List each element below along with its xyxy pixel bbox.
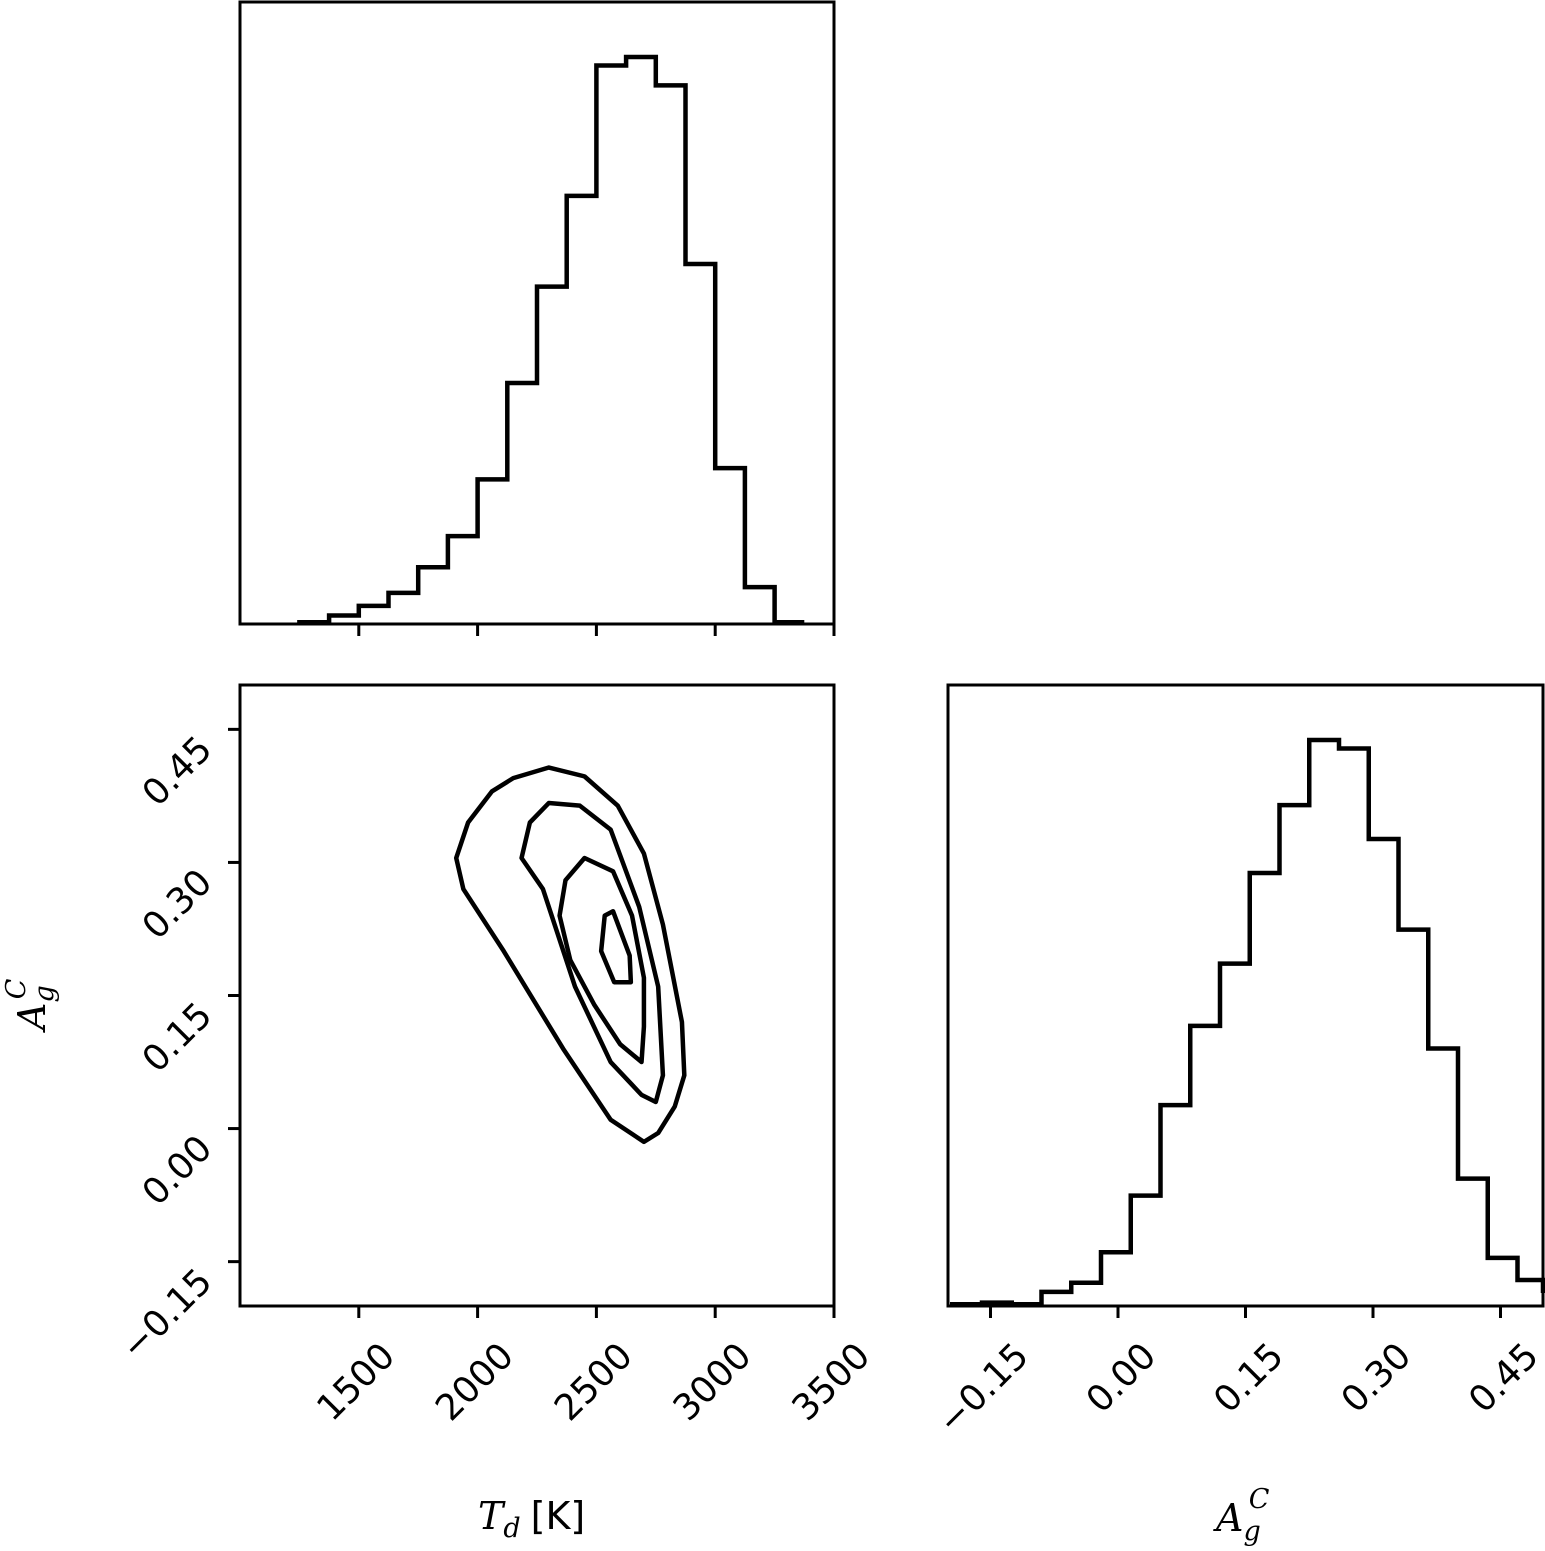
panel-joint-contour: 1500 2000 2500 3000 3500 −0.15 0.00 0.15 0.30 0.… [1,683,878,1544]
joint-x-ticks: 1500 2000 2500 3000 3500 [309,1306,878,1429]
panel-histogram-td [238,0,836,636]
hist-agc-x-tick-label: 0.30 [1334,1335,1420,1421]
hist-td-steps [297,54,805,625]
joint-x-tick-label: 2500 [547,1335,641,1429]
joint-x-tick-label: 3000 [666,1335,760,1429]
contour-level-1 [598,908,634,985]
hist-agc-x-tick-label: 0.45 [1461,1335,1545,1421]
joint-y-ticks: −0.15 0.00 0.15 0.30 0.45 [113,727,240,1368]
joint-y-tick-label: 0.15 [135,995,221,1081]
joint-frame [238,683,836,1308]
contour-level-4 [453,765,687,1145]
joint-y-tick-label: 0.45 [135,729,221,815]
joint-x-axis-label: Td [K] [478,1494,585,1544]
contour-level-2 [557,855,647,1065]
joint-y-tick-label: 0.30 [135,862,221,948]
contour-level-3 [519,800,666,1105]
joint-x-tick-label: 3500 [785,1335,879,1429]
joint-x-tick-label: 1500 [309,1335,403,1429]
hist-td-x-ticks [357,624,836,636]
joint-contours [453,765,687,1145]
joint-x-tick-label: 2000 [428,1335,522,1429]
panel-histogram-agc: −0.15 0.00 0.15 0.30 0.45 AgC [930,683,1545,1547]
joint-y-tick-label: 0.00 [135,1128,221,1214]
hist-agc-x-tick-label: 0.15 [1206,1335,1292,1421]
hist-agc-x-axis-label: AgC [1213,1484,1270,1547]
hist-agc-x-tick-label: −0.15 [930,1335,1037,1442]
joint-y-tick-label: −0.15 [113,1261,220,1368]
joint-y-axis-label: AgC [1,978,60,1033]
hist-agc-frame [946,683,1545,1308]
hist-td-frame [238,0,836,626]
hist-agc-x-tick-label: 0.00 [1079,1335,1165,1421]
hist-agc-steps [950,737,1545,1307]
hist-agc-x-ticks: −0.15 0.00 0.15 0.30 0.45 [930,1306,1545,1442]
